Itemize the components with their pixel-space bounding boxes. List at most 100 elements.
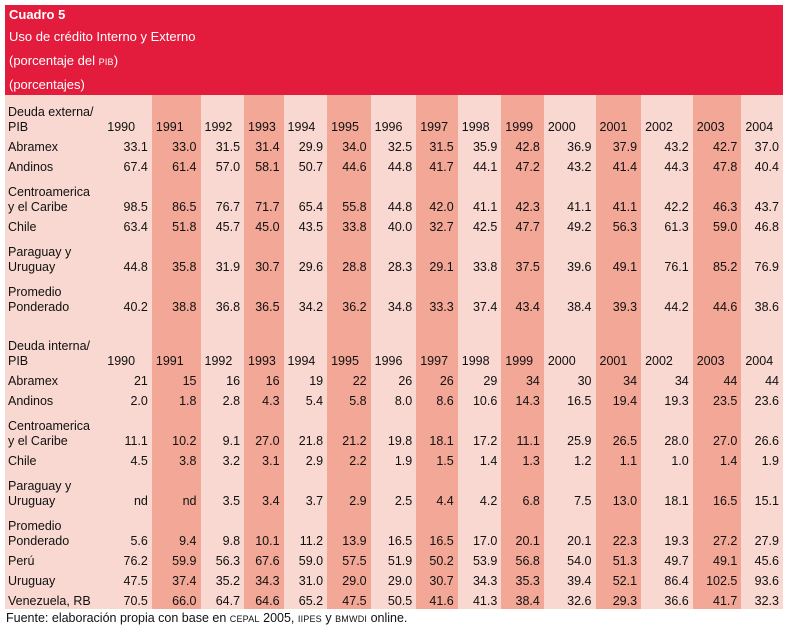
row-label: Abramex — [5, 135, 104, 155]
table-cell: 76.9 — [741, 235, 783, 275]
row-label: Chile — [5, 449, 104, 469]
table-cell: 49.1 — [595, 235, 642, 275]
table-cell: 46.3 — [692, 175, 742, 215]
table-cell: 4.5 — [103, 449, 152, 469]
table-cell: 47.5 — [103, 569, 152, 589]
table-cell: 19.8 — [370, 409, 417, 449]
table-row: Promedio Ponderado 40.2 38.8 36.8 36.5 34.2 36.… — [5, 275, 783, 315]
table-cell: 41.1 — [457, 175, 502, 215]
table-cell: 13.9 — [327, 509, 371, 549]
table-cell: 5.6 — [103, 509, 152, 549]
table-cell: 1.2 — [543, 449, 596, 469]
table-cell: 27.9 — [741, 509, 783, 549]
table-cell: 15.1 — [741, 469, 783, 509]
table-cell: 29.0 — [370, 569, 417, 589]
table-cell: 38.6 — [741, 275, 783, 315]
row-label: Centroamerica y el Caribe — [5, 175, 104, 215]
table-cell: 37.9 — [595, 135, 642, 155]
year-header-cell: 2003 — [692, 95, 742, 135]
table-cell: 10.6 — [457, 389, 502, 409]
spacer-cell — [283, 315, 328, 329]
table-cell: 41.6 — [416, 589, 458, 609]
year-header-cell: 1999 — [501, 95, 544, 135]
table-cell: 31.9 — [200, 235, 245, 275]
table-cell: 27.0 — [692, 409, 742, 449]
data-table: Deuda externa/PIB 1990 1991 1992 1993 1994 199… — [5, 95, 783, 609]
table-cell: 30.7 — [244, 235, 284, 275]
row-label: Chile — [5, 215, 104, 235]
table-cell: 35.8 — [151, 235, 201, 275]
year-header-cell: 2003 — [692, 329, 742, 369]
table-cell: 35.2 — [200, 569, 245, 589]
spacer-cell — [244, 315, 284, 329]
table-cell: 29.3 — [595, 589, 642, 609]
table-cell: 1.9 — [370, 449, 417, 469]
spacer-cell — [457, 315, 502, 329]
row-label: Abramex — [5, 369, 104, 389]
year-header-cell: 1993 — [244, 95, 284, 135]
table-cell: 28.8 — [327, 235, 371, 275]
spacer-cell — [595, 315, 642, 329]
table-cell: 49.2 — [543, 215, 596, 235]
table-cell: 20.1 — [543, 509, 596, 549]
year-header-cell: 1990 — [103, 95, 152, 135]
table-cell: 26 — [416, 369, 458, 389]
table-cell: 25.9 — [543, 409, 596, 449]
year-header-cell: 1991 — [151, 95, 201, 135]
table-cell: 10.2 — [151, 409, 201, 449]
table-row: Centroamerica y el Caribe 98.5 86.5 76.7 71.7… — [5, 175, 783, 215]
table-cell: 36.6 — [641, 589, 693, 609]
spacer-cell — [641, 315, 693, 329]
table-cell: 65.4 — [283, 175, 328, 215]
table-cell: 2.9 — [327, 469, 371, 509]
table-cell: 3.8 — [151, 449, 201, 469]
table-cell: 1.4 — [457, 449, 502, 469]
table-cell: 35.3 — [501, 569, 544, 589]
table-cell: 64.7 — [200, 589, 245, 609]
year-header-cell: 1998 — [457, 329, 502, 369]
table-cell: 42.3 — [501, 175, 544, 215]
table-cell: 47.8 — [692, 155, 742, 175]
table-cell: 16.5 — [370, 509, 417, 549]
table-row: Chile 63.4 51.8 45.7 45.0 43.5 33.8 40.0 32.7 42.… — [5, 215, 783, 235]
table-cell: 11.2 — [283, 509, 328, 549]
table-cell: 19 — [283, 369, 328, 389]
table-row: Venezuela, RB 70.5 66.0 64.7 64.6 65.2 47.5 50.… — [5, 589, 783, 609]
table-cell: 39.6 — [543, 235, 596, 275]
year-header-cell: 2000 — [543, 95, 596, 135]
table-cell: 6.8 — [501, 469, 544, 509]
table-cell: 2.5 — [370, 469, 417, 509]
table-cell: 2.0 — [103, 389, 152, 409]
table-cell: 19.3 — [641, 389, 693, 409]
table-cell: 56.3 — [595, 215, 642, 235]
table-cell: 9.1 — [200, 409, 245, 449]
table-cell: 16 — [244, 369, 284, 389]
table-cell: 1.4 — [692, 449, 742, 469]
table-cell: 46.8 — [741, 215, 783, 235]
table-cell: 54.0 — [543, 549, 596, 569]
table-cell: 7.5 — [543, 469, 596, 509]
year-header-cell: 1990 — [103, 329, 152, 369]
year-header-cell: 1993 — [244, 329, 284, 369]
table-cell: 43.7 — [741, 175, 783, 215]
table-cell: 59.9 — [151, 549, 201, 569]
table-cell: 44.3 — [641, 155, 693, 175]
spacer-cell — [692, 315, 742, 329]
year-header-cell: 2002 — [641, 95, 693, 135]
table-cell: 57.0 — [200, 155, 245, 175]
table-cell: 45.6 — [741, 549, 783, 569]
table-cell: 2.8 — [200, 389, 245, 409]
table-cell: 5.8 — [327, 389, 371, 409]
table-cell: 21.8 — [283, 409, 328, 449]
spacer-cell — [103, 315, 152, 329]
year-header-cell: 2000 — [543, 329, 596, 369]
row-label: Venezuela, RB — [5, 589, 104, 609]
table-cell: 31.5 — [200, 135, 245, 155]
table-cell: 43.5 — [283, 215, 328, 235]
table-cell: 1.1 — [595, 449, 642, 469]
table-row: Paraguay y Uruguay nd nd 3.5 3.4 3.7 2.9 2.5 4.4 4… — [5, 469, 783, 509]
table-cell: 76.7 — [200, 175, 245, 215]
table-cell: 49.7 — [641, 549, 693, 569]
table-cell: 47.7 — [501, 215, 544, 235]
table-cell: 21 — [103, 369, 152, 389]
